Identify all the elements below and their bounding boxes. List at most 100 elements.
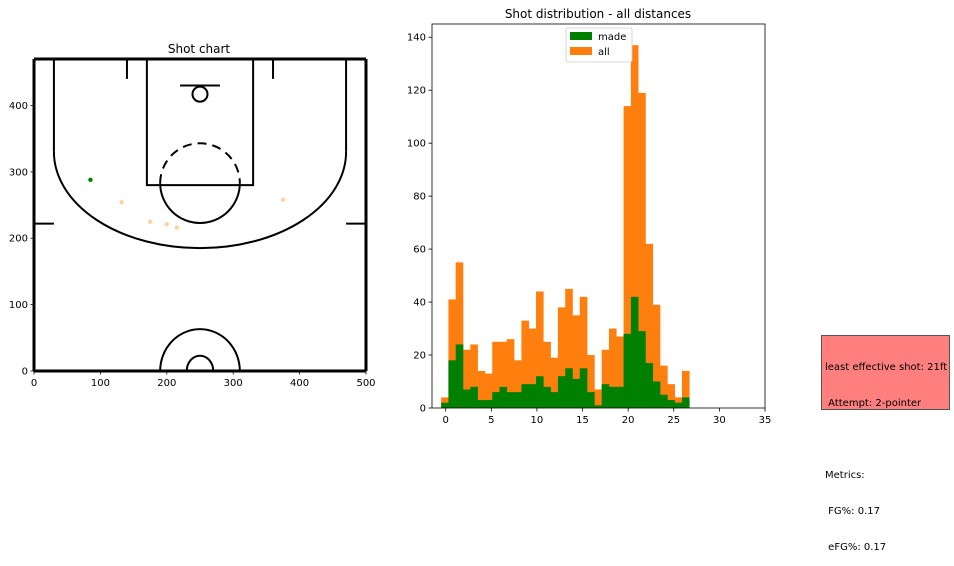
hist-xtick-label-5: 25 [667,415,680,426]
court-ytick-label-3: 300 [9,167,28,178]
hist-xtick-label-3: 15 [576,415,589,426]
legend-swatch-made [570,32,592,40]
hist-xtick-label-1: 5 [488,415,494,426]
hist-ytick-label-1: 20 [413,351,426,362]
hist-ytick-label-7: 140 [407,33,426,44]
bar-made-13 [536,376,544,408]
hist-xtick-label-4: 20 [622,415,635,426]
bar-made-4 [470,386,478,408]
bar-made-16 [557,376,566,408]
bar-all-33 [681,370,690,408]
bar-all-19 [579,296,588,408]
bar-made-25 [623,333,632,408]
bar-all-25 [623,106,632,408]
hist-xtick-label-7: 35 [759,415,772,426]
bar-all-4 [470,344,478,408]
shot-chart-title: Shot chart [168,42,231,56]
bar-all-32 [674,397,683,408]
bar-all-22 [601,349,610,408]
bar-all-17 [565,288,573,408]
bar-made-24 [616,386,624,408]
hist-ytick-label-5: 100 [407,139,426,150]
figure: Shot chart 0 100 200 300 400 5000100200300400… [9,7,771,426]
bar-made-6 [484,400,493,408]
bar-all-7 [492,341,500,408]
bar-made-15 [550,392,559,408]
bar-all-31 [667,384,675,408]
shot-point-1-3 [174,225,179,230]
bar-all-10 [514,360,522,408]
bar-all-0 [441,397,449,408]
basketball-court [32,57,368,373]
metrics-annotation-box: least effective shot: 21ft Attempt: 2-po… [821,335,950,553]
bar-all-14 [543,341,551,408]
bar-all-5 [477,370,486,408]
hist-xtick-label-2: 10 [531,415,544,426]
bar-all-20 [587,355,595,408]
bar-made-23 [608,386,617,408]
hist-ytick-label-0: 0 [420,404,426,415]
bar-all-29 [652,304,661,408]
bar-made-18 [572,378,581,408]
bar-all-24 [616,336,624,408]
bar-made-30 [660,394,668,408]
center-circle-inner [185,354,215,372]
bar-made-1 [448,360,457,408]
bar-all-23 [608,328,617,408]
shot-point-1-1 [148,219,153,224]
shot-point-1-2 [164,222,169,227]
bar-made-31 [667,400,675,408]
free-throw-circle-solid [159,183,241,224]
bar-all-6 [484,373,493,408]
court-xtick-label-5: 500 [356,378,375,389]
bar-all-28 [645,243,654,408]
metrics-line-fg: FG%: 0.17 [825,506,880,517]
bar-made-21 [594,405,602,408]
bar-all-11 [521,320,530,408]
histogram-title: Shot distribution - all distances [505,7,691,21]
bar-all-8 [499,341,508,408]
metrics-line-attempt: Attempt: 2-pointer [825,398,922,409]
bar-made-19 [579,368,588,408]
hist-xtick-label-0: 0 [442,415,448,426]
legend-swatch-all [570,47,592,55]
bar-all-27 [638,92,646,409]
shot-points [88,177,286,230]
shot-point-1-0 [119,200,124,205]
shot-chart: Shot chart 0 100 200 300 400 500 0 100 200 300 400 [9,42,376,389]
bar-all-3 [463,349,471,408]
hist-ytick-label-4: 80 [413,192,426,203]
bar-all-1 [448,299,457,408]
histogram-bars [441,45,690,409]
three-point-arc [52,151,348,250]
bar-made-32 [674,402,683,408]
hist-ytick-label-6: 120 [407,86,426,97]
histogram-ticks: 0 5 10 15 20 25 30 35 0 20 40 60 80 100 120 140 [407,33,771,426]
bar-made-12 [528,384,537,408]
bar-made-8 [499,386,508,408]
bar-all-21 [594,389,602,408]
shot-point-1-4 [280,197,286,202]
shot-chart-ticks: 0 100 200 300 400 500 0 100 200 300 400 [9,101,376,389]
free-throw-circle-dashed [159,142,241,184]
legend: made all [565,27,633,63]
bar-made-17 [565,368,573,408]
bar-all-30 [660,365,668,408]
bar-made-5 [477,400,486,408]
hist-xtick-label-6: 30 [713,415,726,426]
bar-made-22 [601,384,610,408]
bar-made-26 [630,296,639,408]
center-circle-outer [159,328,241,372]
bar-all-15 [550,357,559,408]
legend-label-all: all [598,47,610,58]
shot-point-0-0 [88,177,93,183]
bar-all-13 [536,291,544,408]
metrics-line-efg: eFG%: 0.17 [825,542,887,553]
bar-made-3 [463,389,471,408]
bar-made-29 [652,381,661,408]
bar-made-28 [645,362,654,408]
bar-made-10 [514,392,522,408]
histogram-chart: Shot distribution - all distances 0 5 10 15… [407,7,771,426]
court-ytick-label-0: 0 [22,367,28,378]
legend-label-made: made [598,32,626,43]
